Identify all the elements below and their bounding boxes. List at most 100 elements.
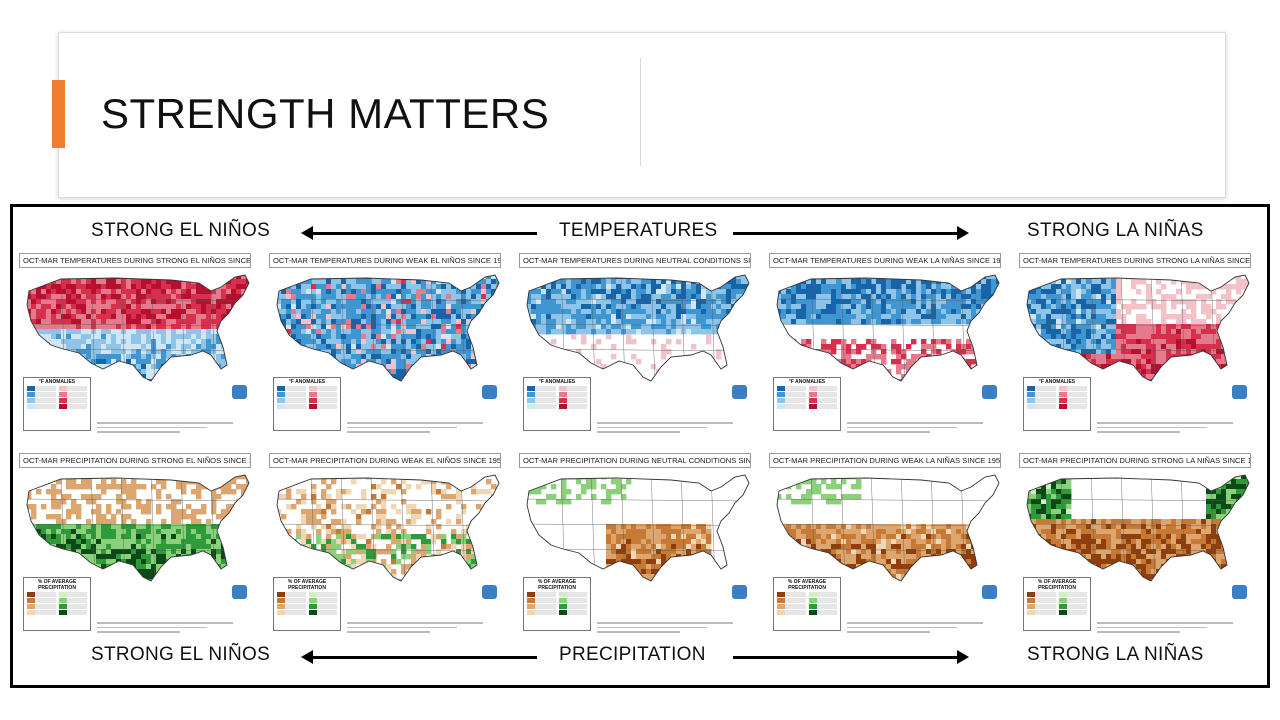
legend-swatch bbox=[527, 592, 556, 597]
legend-swatch bbox=[558, 604, 587, 609]
temp-map-2: OCT-MAR TEMPERATURES DURING WEAK EL NIÑO… bbox=[267, 253, 503, 437]
legend-swatch bbox=[1027, 610, 1056, 615]
map-title: OCT-MAR PRECIPITATION DURING NEUTRAL CON… bbox=[519, 453, 751, 468]
us-map bbox=[526, 274, 750, 382]
legend-swatch bbox=[27, 610, 56, 615]
source-credit bbox=[347, 419, 495, 433]
legend-swatch bbox=[777, 392, 806, 397]
legend-swatch bbox=[1058, 610, 1087, 615]
source-logo-icon bbox=[982, 385, 997, 399]
temp-center-label: TEMPERATURES bbox=[559, 220, 718, 241]
legend-swatch bbox=[1058, 604, 1087, 609]
legend-swatch bbox=[1027, 392, 1056, 397]
legend-swatch bbox=[527, 598, 556, 603]
legend-swatch bbox=[808, 398, 837, 403]
source-logo-icon bbox=[1232, 585, 1247, 599]
source-credit bbox=[1097, 619, 1245, 633]
map-legend: % OF AVERAGE PRECIPITATION bbox=[23, 577, 91, 631]
source-logo-icon bbox=[482, 585, 497, 599]
source-credit bbox=[847, 619, 995, 633]
legend-swatch bbox=[308, 610, 337, 615]
legend-swatch bbox=[277, 386, 306, 391]
legend-swatch bbox=[308, 392, 337, 397]
us-map bbox=[776, 474, 1000, 582]
legend-swatch bbox=[558, 610, 587, 615]
temp-map-3: OCT-MAR TEMPERATURES DURING NEUTRAL COND… bbox=[517, 253, 753, 437]
source-credit bbox=[847, 419, 995, 433]
legend-swatch bbox=[777, 592, 806, 597]
legend-swatch bbox=[808, 598, 837, 603]
legend-swatch bbox=[58, 392, 87, 397]
legend-swatch bbox=[1058, 592, 1087, 597]
comparison-panel: STRONG EL NIÑOS TEMPERATURES STRONG LA N… bbox=[10, 204, 1270, 688]
legend-swatch bbox=[27, 392, 56, 397]
legend-swatch bbox=[808, 592, 837, 597]
legend-swatch bbox=[777, 604, 806, 609]
legend-swatch bbox=[277, 604, 306, 609]
legend-swatch bbox=[777, 610, 806, 615]
legend-swatch bbox=[27, 604, 56, 609]
legend-swatch bbox=[1027, 598, 1056, 603]
legend-swatch bbox=[58, 604, 87, 609]
precip-left-arrow bbox=[301, 650, 537, 664]
legend-swatch bbox=[527, 604, 556, 609]
legend-swatch bbox=[1058, 404, 1087, 409]
map-title: OCT-MAR TEMPERATURES DURING WEAK EL NIÑO… bbox=[269, 253, 501, 268]
us-map bbox=[26, 474, 250, 582]
map-legend: % OF AVERAGE PRECIPITATION bbox=[523, 577, 591, 631]
legend-title: °F ANOMALIES bbox=[38, 379, 76, 385]
legend-swatch bbox=[527, 610, 556, 615]
map-title: OCT-MAR PRECIPITATION DURING STRONG LA N… bbox=[1019, 453, 1251, 468]
precip-left-label: STRONG EL NIÑOS bbox=[91, 644, 271, 665]
legend-swatch bbox=[277, 610, 306, 615]
map-title: OCT-MAR PRECIPITATION DURING STRONG EL N… bbox=[19, 453, 251, 468]
legend-swatch bbox=[777, 398, 806, 403]
title-accent-bar bbox=[52, 80, 65, 148]
map-title: OCT-MAR PRECIPITATION DURING WEAK EL NIÑ… bbox=[269, 453, 501, 468]
legend-swatch bbox=[1058, 598, 1087, 603]
source-credit bbox=[597, 419, 745, 433]
map-legend: % OF AVERAGE PRECIPITATION bbox=[1023, 577, 1091, 631]
temp-map-4: OCT-MAR TEMPERATURES DURING WEAK LA NIÑA… bbox=[767, 253, 1003, 437]
source-logo-icon bbox=[982, 585, 997, 599]
source-credit bbox=[97, 419, 245, 433]
legend-swatch bbox=[277, 598, 306, 603]
legend-swatch bbox=[27, 404, 56, 409]
legend-title: °F ANOMALIES bbox=[788, 379, 826, 385]
map-legend: °F ANOMALIES bbox=[773, 377, 841, 431]
source-credit bbox=[97, 619, 245, 633]
legend-swatch bbox=[527, 398, 556, 403]
legend-swatch bbox=[777, 404, 806, 409]
legend-swatch bbox=[1058, 398, 1087, 403]
legend-swatch bbox=[777, 598, 806, 603]
legend-swatch bbox=[27, 592, 56, 597]
legend-title: °F ANOMALIES bbox=[288, 379, 326, 385]
legend-swatch bbox=[527, 386, 556, 391]
precip-map-1: OCT-MAR PRECIPITATION DURING STRONG EL N… bbox=[17, 453, 253, 637]
precip-right-label: STRONG LA NIÑAS bbox=[1027, 644, 1204, 665]
map-title: OCT-MAR TEMPERATURES DURING STRONG LA NI… bbox=[1019, 253, 1251, 268]
legend-swatch bbox=[808, 610, 837, 615]
title-card bbox=[58, 32, 1226, 198]
map-legend: % OF AVERAGE PRECIPITATION bbox=[773, 577, 841, 631]
map-legend: °F ANOMALIES bbox=[1023, 377, 1091, 431]
legend-swatch bbox=[808, 386, 837, 391]
precip-map-5: OCT-MAR PRECIPITATION DURING STRONG LA N… bbox=[1017, 453, 1253, 637]
map-legend: °F ANOMALIES bbox=[23, 377, 91, 431]
source-credit bbox=[597, 619, 745, 633]
source-credit bbox=[347, 619, 495, 633]
legend-swatch bbox=[558, 392, 587, 397]
title-divider bbox=[640, 58, 641, 166]
map-legend: °F ANOMALIES bbox=[523, 377, 591, 431]
legend-swatch bbox=[527, 404, 556, 409]
us-map bbox=[1026, 474, 1250, 582]
legend-swatch bbox=[277, 404, 306, 409]
legend-swatch bbox=[1027, 398, 1056, 403]
source-logo-icon bbox=[1232, 385, 1247, 399]
legend-swatch bbox=[1027, 404, 1056, 409]
legend-title: % OF AVERAGE PRECIPITATION bbox=[1037, 579, 1077, 591]
legend-swatch bbox=[1027, 386, 1056, 391]
map-title: OCT-MAR TEMPERATURES DURING NEUTRAL COND… bbox=[519, 253, 751, 268]
legend-swatch bbox=[308, 592, 337, 597]
legend-swatch bbox=[1058, 386, 1087, 391]
